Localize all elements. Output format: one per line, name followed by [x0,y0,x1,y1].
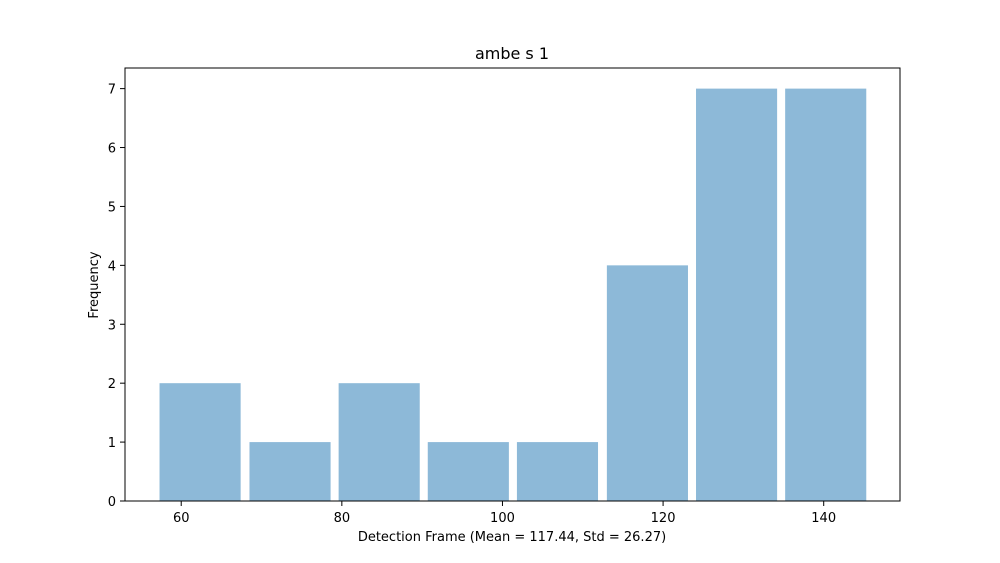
y-tick-label: 3 [108,318,116,333]
y-axis-label: Frequency [87,251,102,318]
x-tick-label: 100 [490,511,515,526]
y-tick-label: 7 [108,83,116,98]
x-tick-label: 120 [651,511,676,526]
chart-title: ambe s 1 [475,44,549,63]
histogram-bar-3 [338,383,420,501]
y-tick-label: 6 [108,142,116,157]
histogram-bar-6 [606,265,688,501]
bars-layer [159,88,867,502]
y-tick-label: 2 [108,377,116,392]
x-tick-label: 60 [173,511,190,526]
y-tick-label: 1 [108,436,116,451]
ticks-layer: 60 80 100 120 140 0 1 2 3 4 5 6 7 [108,83,836,526]
x-tick-label: 140 [811,511,836,526]
plot-area-frame [124,67,901,502]
histogram-bar-1 [159,383,241,501]
histogram-bar-5 [516,442,599,501]
histogram-bar-7 [696,88,778,502]
x-tick-label: 80 [334,511,351,526]
histogram-bar-8 [785,88,867,502]
y-tick-label: 5 [108,200,116,215]
y-tick-label: 4 [108,259,116,274]
histogram-bar-2 [249,442,331,501]
histogram-bar-4 [427,442,509,501]
y-tick-label: 0 [108,495,116,510]
x-axis-label: Detection Frame (Mean = 117.44, Std = 26… [358,530,666,545]
